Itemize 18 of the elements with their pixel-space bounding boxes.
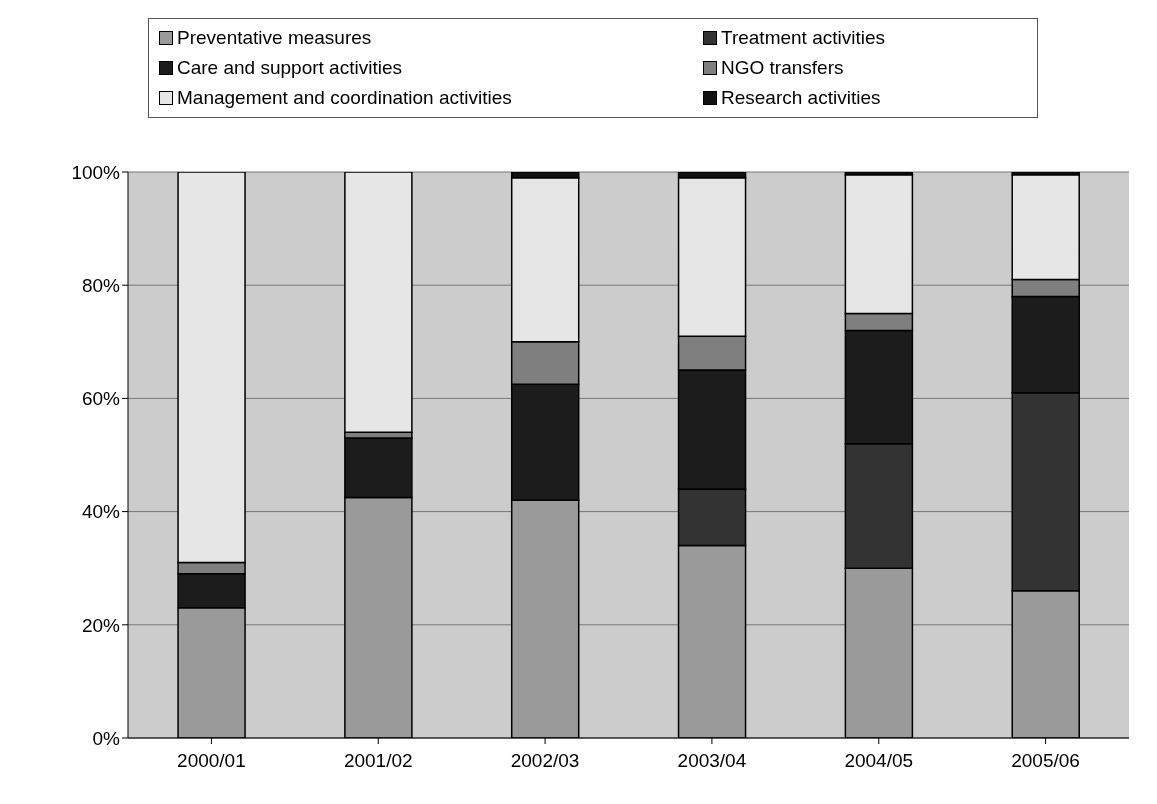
y-tick-label: 40% bbox=[81, 501, 121, 523]
x-tick-label: 2002/03 bbox=[510, 750, 580, 772]
y-tick-label: 0% bbox=[92, 727, 121, 749]
y-tick-label: 60% bbox=[81, 388, 121, 410]
legend-label: NGO transfers bbox=[721, 57, 844, 79]
legend-label: Research activities bbox=[721, 87, 881, 109]
x-tick-label: 2005/06 bbox=[1011, 750, 1080, 772]
y-tick-label: 100% bbox=[71, 161, 121, 183]
legend-label: Treatment activities bbox=[721, 27, 886, 49]
x-tick-label: 2001/02 bbox=[343, 750, 413, 772]
x-tick-label: 2000/01 bbox=[177, 750, 246, 772]
x-tick-label: 2003/04 bbox=[677, 750, 747, 772]
legend-label: Care and support activities bbox=[177, 57, 402, 79]
legend-label: Preventative measures bbox=[177, 27, 372, 49]
x-tick-label: 2004/05 bbox=[844, 750, 914, 772]
y-tick-label: 80% bbox=[81, 274, 121, 296]
y-tick-label: 20% bbox=[81, 614, 121, 636]
legend-label: Management and coordination activities bbox=[177, 87, 512, 109]
